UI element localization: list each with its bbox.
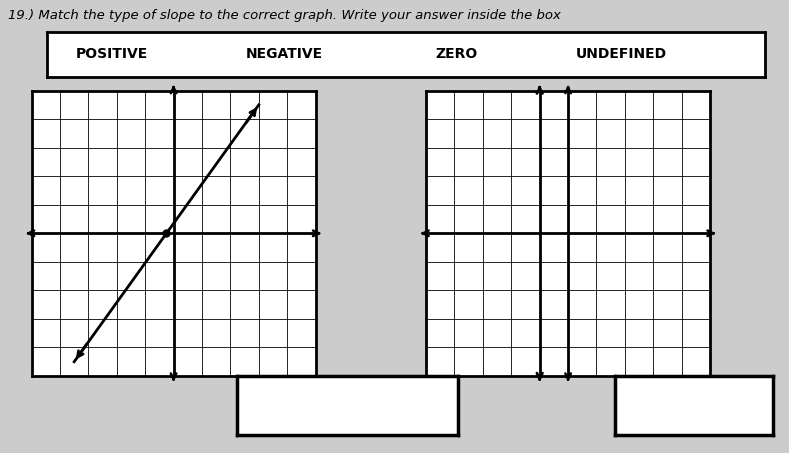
Text: POSITIVE: POSITIVE bbox=[76, 48, 148, 61]
Text: UNDEFINED: UNDEFINED bbox=[576, 48, 667, 61]
Text: ZERO: ZERO bbox=[436, 48, 477, 61]
Text: 19.) Match the type of slope to the correct graph. Write your answer inside the : 19.) Match the type of slope to the corr… bbox=[8, 9, 561, 22]
Text: NEGATIVE: NEGATIVE bbox=[245, 48, 323, 61]
